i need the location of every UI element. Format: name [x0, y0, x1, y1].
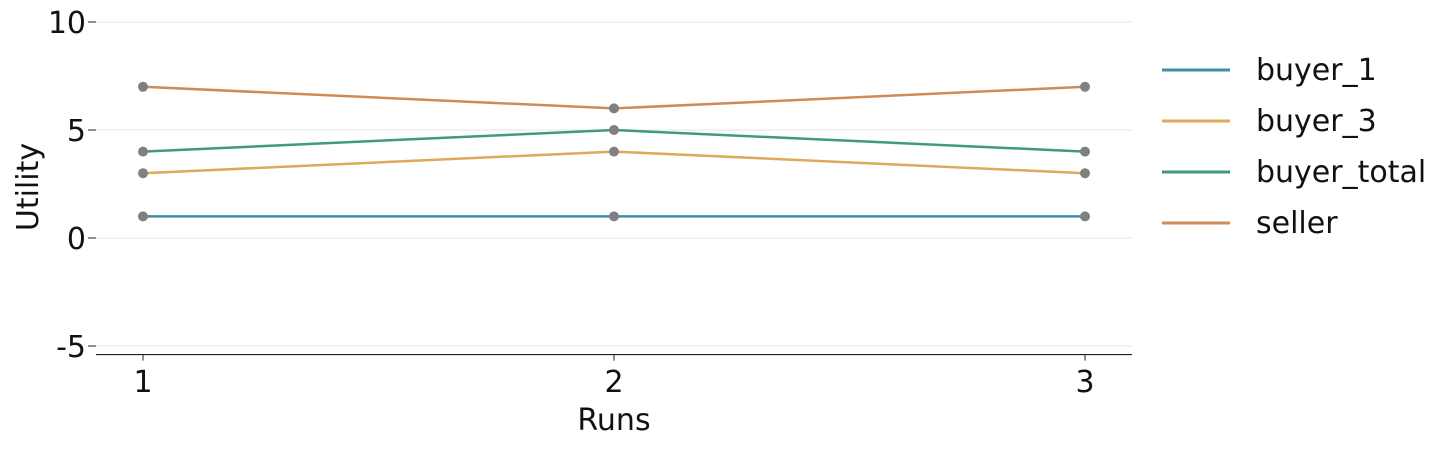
data-point-buyer-3 — [1080, 168, 1090, 179]
data-point-buyer-3 — [609, 146, 619, 157]
x-tick-label: 3 — [1075, 365, 1094, 400]
legend-label-buyer-1: buyer_1 — [1256, 53, 1377, 88]
data-point-buyer-3 — [138, 168, 148, 179]
x-tick-label: 2 — [604, 365, 623, 400]
data-point-buyer-total — [1080, 146, 1090, 157]
data-point-seller — [609, 103, 619, 114]
data-point-buyer-total — [609, 125, 619, 135]
x-axis-title: Runs — [577, 403, 650, 438]
data-points — [138, 81, 1090, 222]
data-point-seller — [138, 81, 148, 92]
y-tick-label: 0 — [67, 222, 86, 257]
data-point-buyer-1 — [138, 211, 148, 222]
legend-label-seller: seller — [1256, 206, 1338, 241]
data-point-seller — [1080, 81, 1090, 92]
y-tick-label: 5 — [67, 114, 86, 149]
y-axis-title: Utility — [11, 143, 46, 231]
data-point-buyer-total — [138, 146, 148, 157]
y-tick-label: 10 — [48, 6, 86, 41]
grid-lines — [96, 21, 1132, 347]
data-point-buyer-1 — [609, 211, 619, 222]
y-axis: 10 5 0 -5 — [48, 6, 96, 365]
y-tick-label: -5 — [56, 330, 86, 365]
x-axis: 1 2 3 — [96, 354, 1132, 400]
legend-label-buyer-3: buyer_3 — [1256, 104, 1377, 139]
data-point-buyer-1 — [1080, 211, 1090, 222]
x-tick-label: 1 — [133, 365, 152, 400]
legend-label-buyer-total: buyer_total — [1256, 155, 1426, 190]
